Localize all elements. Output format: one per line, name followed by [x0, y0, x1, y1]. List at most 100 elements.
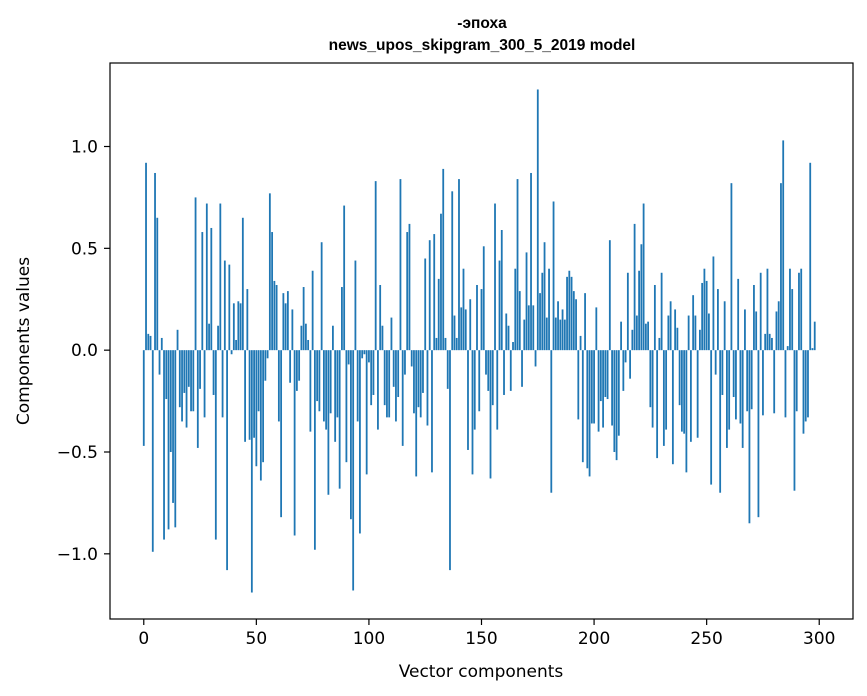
bar	[401, 350, 404, 446]
bar	[417, 350, 420, 408]
chart-subtitle: news_upos_skipgram_300_5_2019 model	[329, 37, 636, 54]
bar	[273, 280, 276, 351]
bar	[572, 291, 575, 351]
bar	[185, 350, 188, 428]
bar	[660, 272, 663, 351]
bar	[316, 350, 319, 402]
bar	[674, 309, 677, 351]
bar	[689, 350, 692, 442]
bar	[386, 350, 388, 418]
bar	[671, 350, 674, 465]
bar	[746, 350, 749, 412]
bar	[196, 350, 199, 448]
bar	[532, 305, 535, 351]
bar	[701, 282, 704, 351]
bar	[491, 350, 494, 406]
bar	[575, 299, 577, 351]
bar	[302, 287, 305, 351]
bar	[320, 242, 323, 351]
bar	[311, 270, 314, 351]
bar	[714, 350, 717, 375]
bar	[653, 284, 656, 351]
x-tick-label: 250	[690, 629, 722, 649]
bar	[775, 311, 778, 351]
bar	[203, 350, 206, 418]
bar	[322, 350, 325, 422]
bar	[458, 179, 460, 351]
bar	[766, 268, 769, 351]
bar	[656, 350, 659, 459]
bar	[811, 348, 814, 351]
bar	[685, 350, 688, 473]
bar	[246, 289, 249, 351]
bar	[422, 350, 424, 393]
bar	[336, 350, 339, 418]
bar	[676, 327, 679, 351]
bar	[561, 309, 564, 351]
bar	[764, 333, 767, 351]
bar	[255, 350, 258, 467]
bar	[548, 268, 550, 351]
bar	[541, 272, 544, 351]
bar	[444, 337, 447, 351]
bar	[613, 350, 616, 452]
bar	[559, 319, 562, 351]
bar	[635, 315, 638, 351]
bar	[577, 350, 580, 420]
bar	[241, 217, 244, 351]
bar	[318, 350, 321, 412]
bar	[399, 179, 402, 351]
bar	[712, 256, 715, 351]
bar	[359, 350, 361, 534]
bar	[539, 293, 541, 351]
bar	[631, 329, 634, 351]
bar	[428, 240, 431, 351]
bar	[390, 317, 393, 351]
bar	[550, 350, 553, 493]
bar	[313, 350, 316, 550]
bar	[309, 350, 312, 432]
bar	[266, 350, 269, 359]
bar	[665, 350, 668, 430]
bar	[145, 162, 147, 351]
bar	[800, 268, 803, 351]
bar	[694, 315, 697, 351]
bar	[435, 337, 438, 351]
bar	[527, 305, 530, 351]
bar	[485, 350, 487, 375]
bar	[494, 203, 496, 351]
bar	[268, 193, 271, 351]
bar	[705, 280, 708, 351]
bar	[530, 172, 532, 351]
bar	[426, 350, 429, 426]
bar	[183, 350, 186, 393]
bar	[201, 232, 204, 351]
bar	[611, 350, 613, 426]
bar	[331, 325, 334, 351]
bar	[167, 350, 170, 530]
bar	[638, 270, 641, 351]
x-tick-label: 100	[353, 629, 385, 649]
x-tick-label: 50	[246, 629, 268, 649]
bar	[379, 284, 382, 351]
bar	[730, 183, 733, 351]
bar	[566, 276, 568, 351]
bar	[518, 291, 521, 351]
bar	[586, 350, 589, 469]
bar	[257, 350, 260, 412]
y-tick-label: −0.5	[57, 443, 98, 463]
bar	[658, 337, 661, 351]
bar	[363, 350, 366, 355]
bar	[406, 232, 409, 351]
bar	[352, 350, 355, 591]
bar	[194, 197, 197, 351]
bar	[404, 350, 406, 375]
bar	[383, 350, 386, 406]
y-axis: −1.0 −0.5 0.0 0.5 1.0	[57, 138, 110, 565]
bar	[467, 350, 469, 450]
bar	[726, 350, 728, 448]
bar	[370, 350, 373, 406]
bar	[644, 323, 647, 351]
